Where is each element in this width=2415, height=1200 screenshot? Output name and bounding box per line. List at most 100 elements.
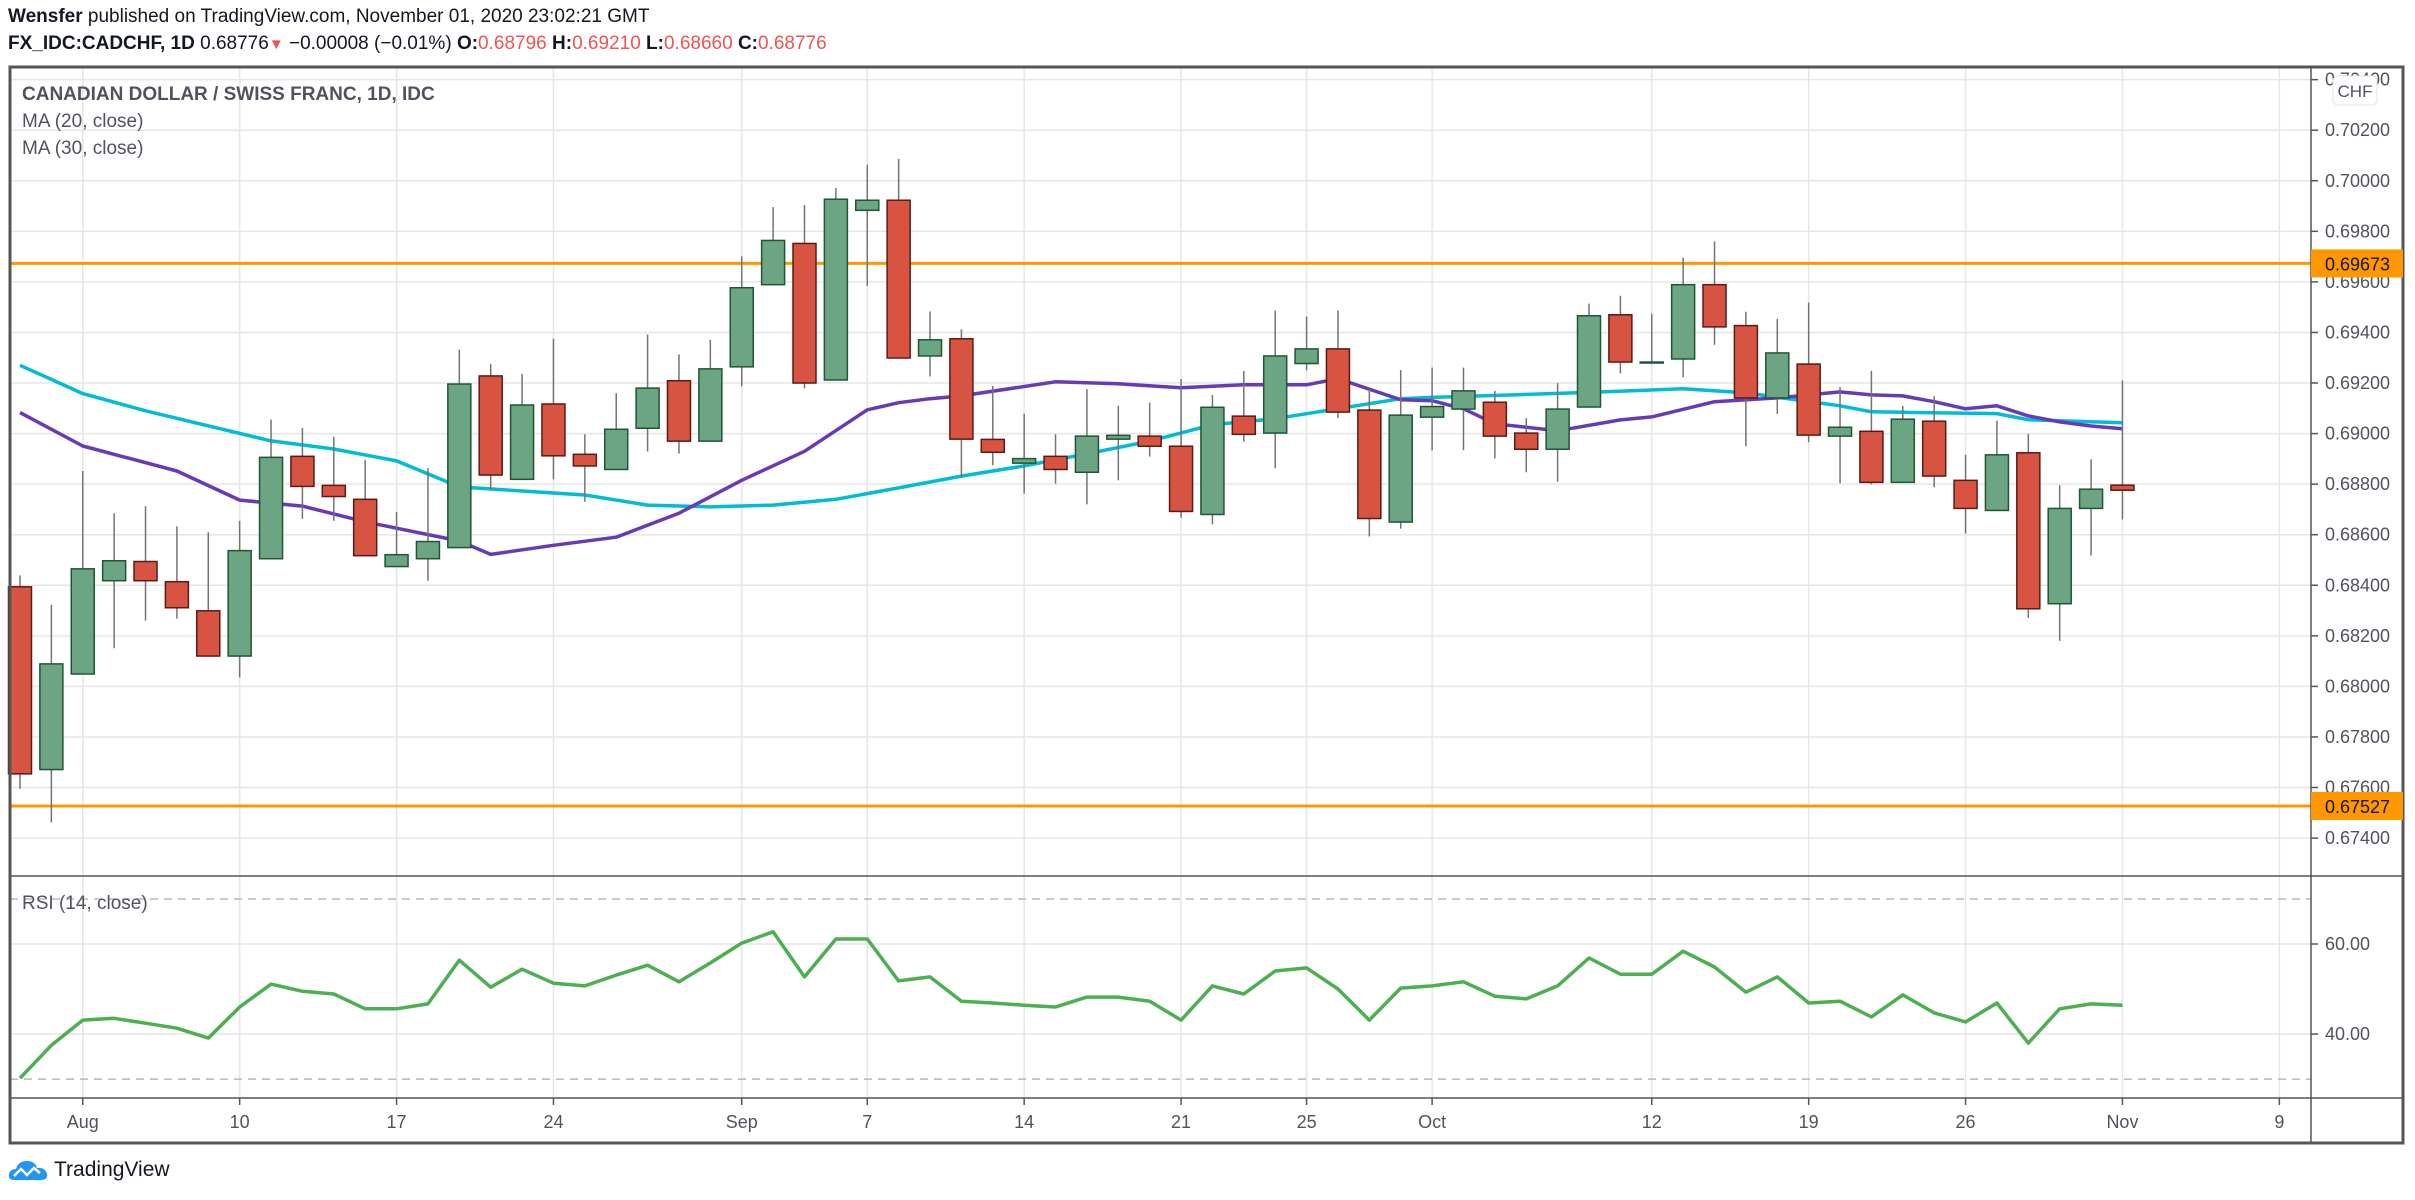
candle-down	[1921, 396, 1947, 488]
candle-down	[792, 205, 817, 389]
tradingview-logo[interactable]: TradingView	[8, 1158, 170, 1182]
author-name[interactable]: Wensfer	[8, 6, 83, 27]
candle-body	[729, 286, 754, 368]
legend-rsi[interactable]: RSI (14, close)	[22, 893, 148, 914]
price-axis[interactable]: 0.704000.702000.700000.698000.696000.694…	[2311, 70, 2403, 1044]
legend-ma20[interactable]: MA (20, close)	[22, 111, 143, 132]
candle-up	[1639, 313, 1665, 364]
time-axis[interactable]: Aug 10 17 24 Sep 7 14 21 25 Oct 12 19 26 Nov 9	[67, 1098, 2285, 1132]
candle-down	[1859, 370, 1884, 485]
time-tick-label: Sep	[726, 1112, 758, 1132]
candle-body	[603, 428, 629, 471]
candle-body	[541, 403, 566, 457]
candle-up	[1984, 420, 2010, 512]
legend-title: CANADIAN DOLLAR / SWISS FRANC, 1D, IDC	[22, 84, 435, 105]
candle-body	[1200, 406, 1225, 516]
time-tick-label: 17	[387, 1112, 407, 1132]
candle-body	[1451, 390, 1476, 410]
candle-body	[1074, 435, 1100, 474]
candle-body	[1357, 409, 1382, 520]
candle-body	[478, 375, 503, 476]
candle-body	[1733, 324, 1759, 399]
candle-up	[729, 256, 754, 387]
candle-up	[1670, 257, 1696, 378]
candle-body	[1953, 479, 1978, 510]
candle-up	[823, 188, 849, 381]
candle-body	[572, 453, 598, 467]
candle-body	[101, 559, 127, 582]
candle-up	[384, 511, 409, 568]
time-tick-label: 9	[2274, 1112, 2284, 1132]
candle-body	[1043, 455, 1068, 471]
candle-down	[352, 459, 378, 557]
time-tick-label: 10	[230, 1112, 250, 1132]
legend: CANADIAN DOLLAR / SWISS FRANC, 1D, IDC M…	[22, 84, 435, 914]
candle-body	[7, 586, 33, 775]
high-label: H:	[552, 33, 573, 54]
candle-body	[1608, 314, 1633, 363]
candle-body	[1294, 348, 1319, 365]
legend-ma30[interactable]: MA (30, close)	[22, 138, 143, 159]
close-value: 0.68776	[758, 33, 827, 54]
low-value: 0.68660	[663, 33, 733, 54]
candle-body	[1984, 454, 2010, 512]
candle-body	[2078, 488, 2104, 510]
candle-body	[133, 560, 158, 582]
candle-down	[572, 434, 598, 502]
close-label: C:	[737, 33, 759, 54]
candle-body	[509, 404, 535, 481]
time-tick-label: 12	[1642, 1112, 1662, 1132]
candle-body	[760, 239, 786, 286]
candle-up	[1765, 318, 1790, 414]
candle-body	[855, 199, 880, 212]
time-tick-label: 19	[1799, 1112, 1819, 1132]
tradingview-cloud-icon	[8, 1161, 48, 1180]
price-tick-label: 0.68800	[2325, 474, 2390, 494]
candle-body	[352, 498, 378, 557]
candle-up	[227, 521, 252, 678]
candle-up	[1262, 310, 1288, 469]
candle-body	[321, 484, 347, 498]
level-price-label: 0.69673	[2325, 254, 2390, 274]
symbol-label: FX_IDC:CADCHF, 1D	[8, 33, 195, 54]
candle-up	[1200, 395, 1225, 525]
candle-down	[541, 338, 566, 480]
price-tick-label: 0.69800	[2325, 221, 2390, 241]
candle-down	[949, 329, 974, 478]
candle-down	[1702, 241, 1727, 345]
candle-up	[1011, 413, 1037, 494]
candle-up	[1294, 316, 1319, 371]
candle-up	[415, 467, 441, 581]
candle-up	[2078, 459, 2104, 556]
candle-up	[447, 349, 472, 549]
candle-down	[321, 436, 347, 521]
candle-body	[1513, 432, 1539, 451]
candle-down	[1796, 302, 1821, 443]
level-price-label: 0.67527	[2325, 797, 2390, 817]
candle-body	[1670, 283, 1696, 360]
open-label: O:	[456, 33, 479, 54]
candle-body	[1576, 315, 1602, 408]
horizontal-lines	[10, 261, 2311, 808]
candle-body	[447, 383, 472, 549]
candle-body	[415, 540, 441, 560]
time-tick-label: Oct	[1418, 1112, 1446, 1132]
candle-body	[1168, 445, 1194, 513]
price-tick-label: 0.68400	[2325, 575, 2390, 595]
candle-down	[133, 506, 158, 621]
candle-body	[196, 610, 221, 657]
candle-down	[1733, 311, 1759, 447]
candle-body	[1796, 363, 1821, 436]
time-tick-label: 7	[862, 1112, 872, 1132]
candle-body	[1325, 348, 1351, 413]
candle-body	[1890, 418, 1916, 484]
time-tick-label: Nov	[2106, 1112, 2138, 1132]
candle-up	[1576, 303, 1602, 408]
candle-body	[1702, 283, 1727, 328]
down-arrow-icon: ▼	[268, 36, 284, 53]
candle-up	[509, 373, 535, 481]
candle-up	[760, 207, 786, 286]
candle-body	[792, 242, 817, 384]
level-price-badge	[2311, 791, 2403, 820]
